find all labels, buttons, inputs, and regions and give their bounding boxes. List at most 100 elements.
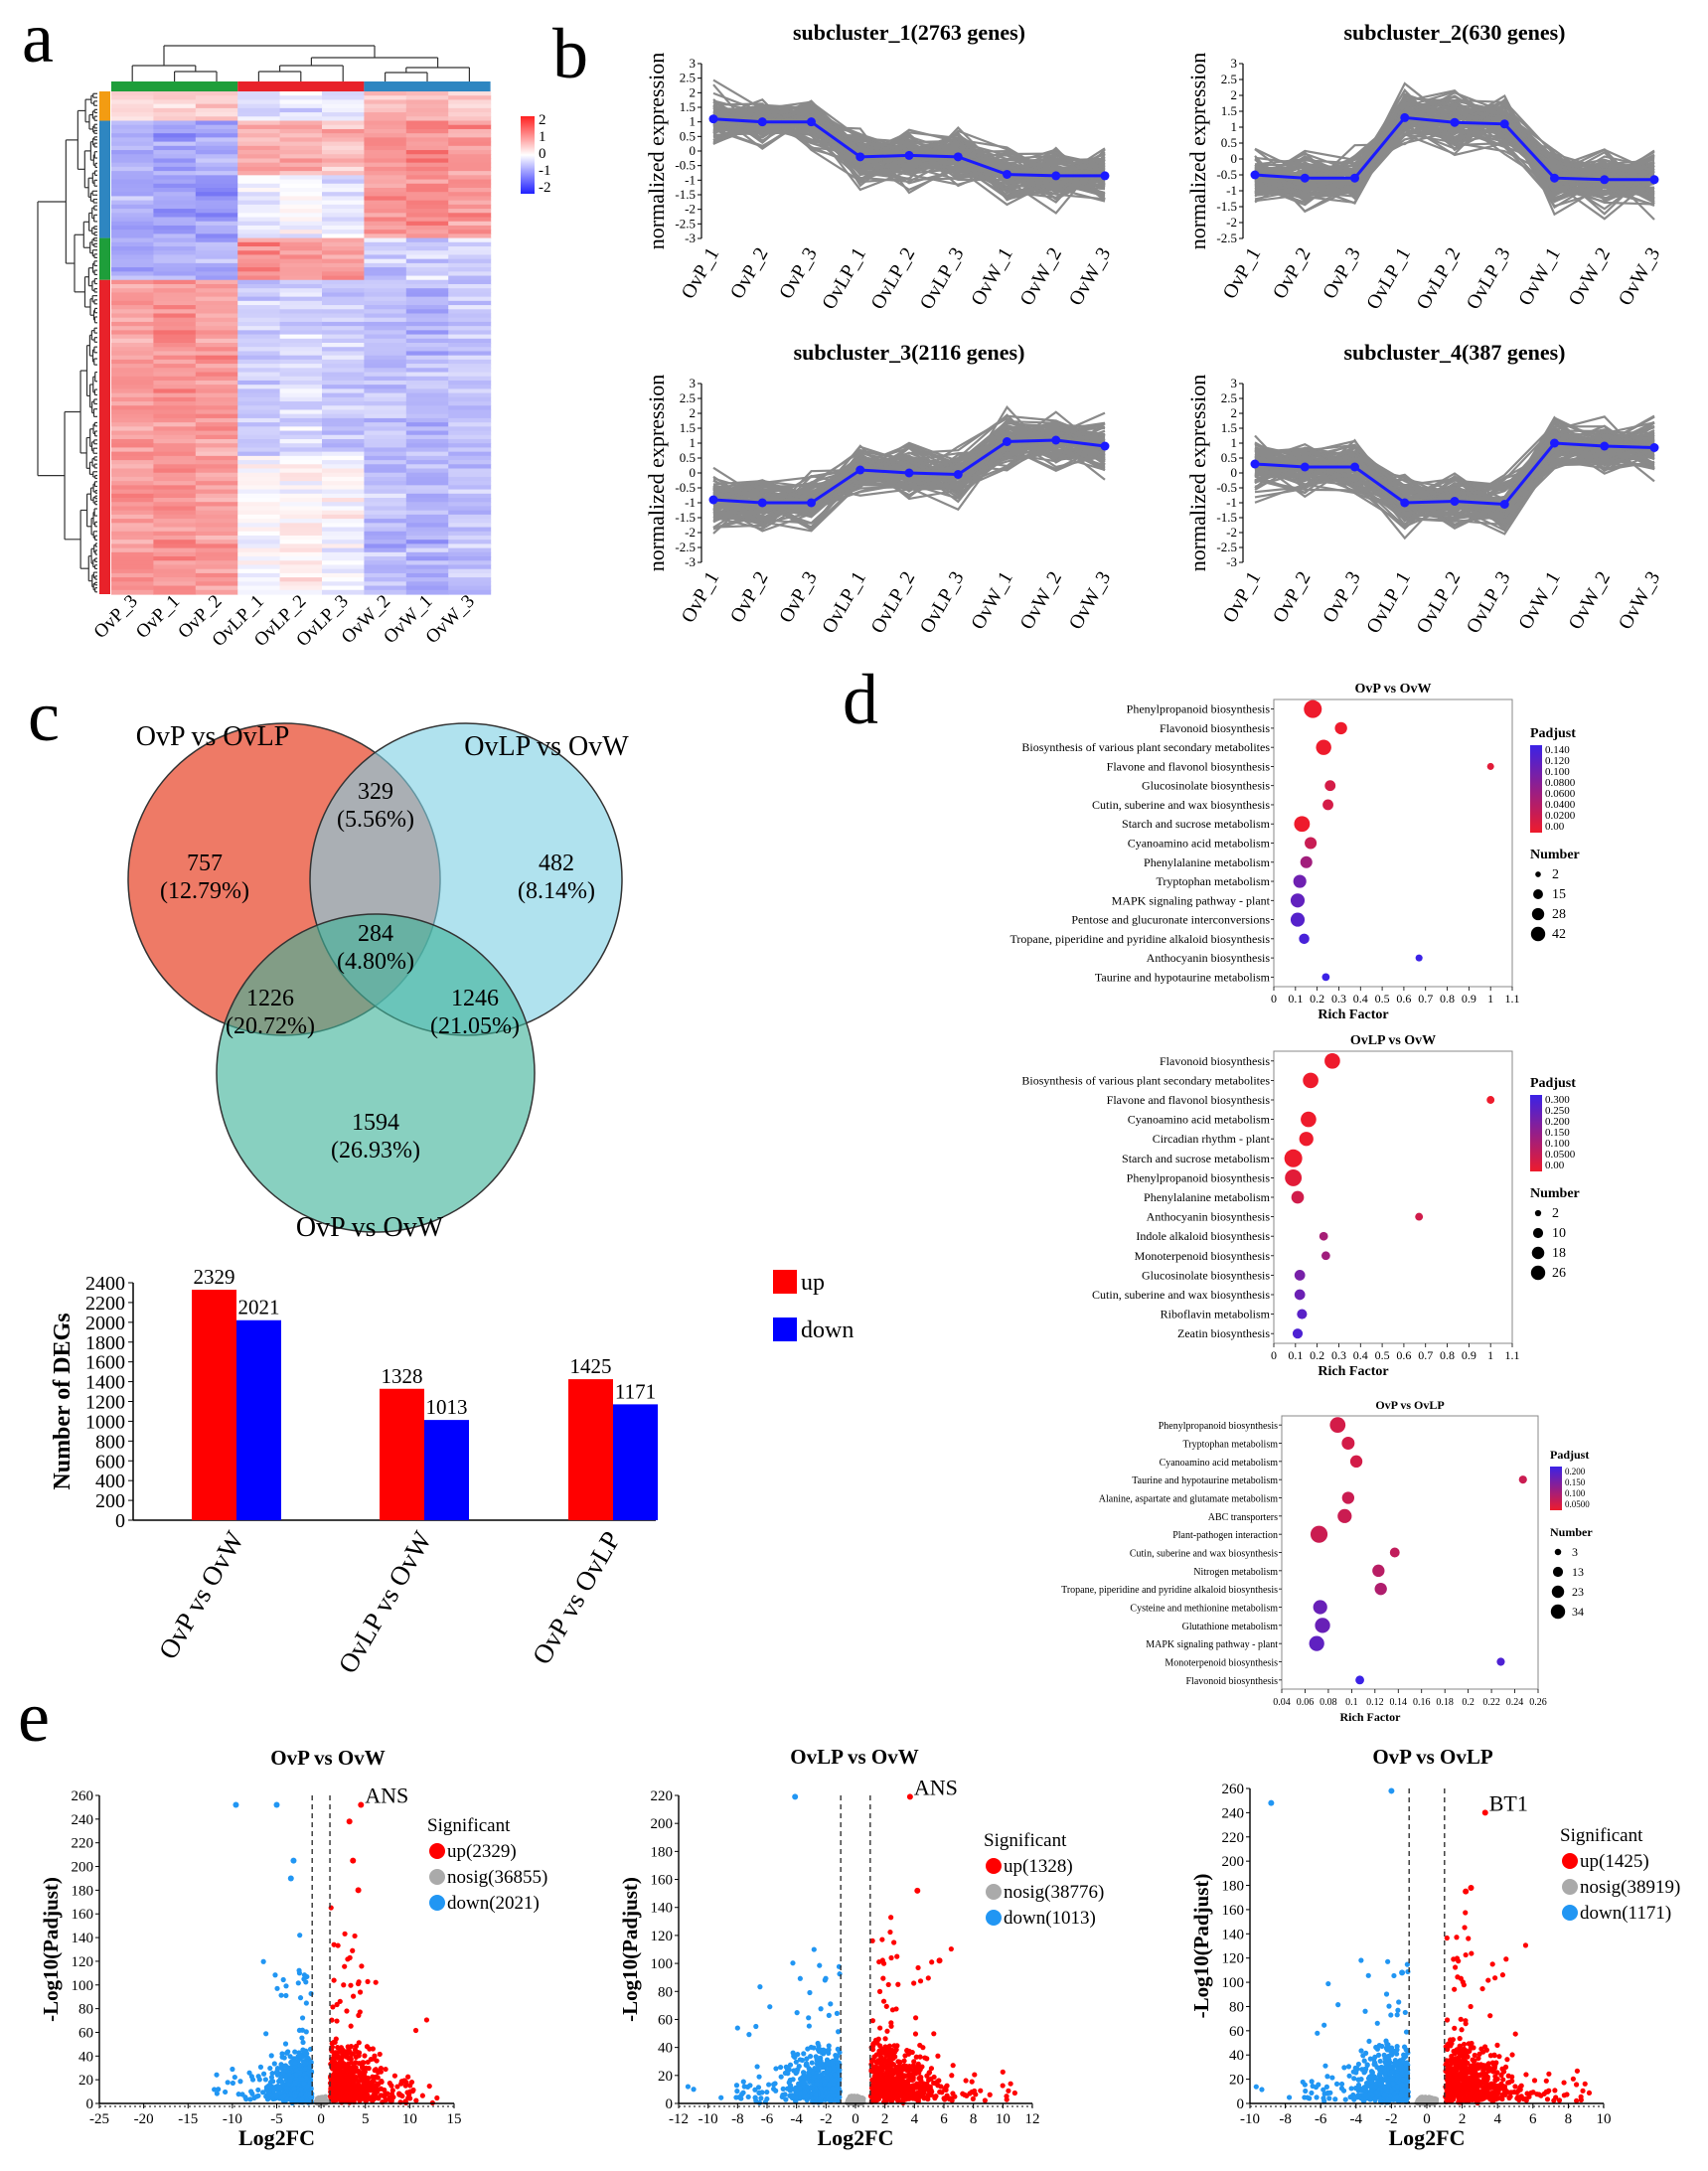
heatmap-cell — [364, 120, 407, 126]
heatmap-cell — [111, 485, 154, 491]
heatmap-cell — [237, 237, 281, 243]
heatmap-cell — [448, 543, 492, 549]
volcano-y-tick-label: 260 — [72, 1788, 94, 1804]
heatmap-cell — [322, 564, 365, 570]
heatmap-cell — [364, 572, 407, 578]
heatmap-cell — [322, 292, 365, 298]
heatmap-cell — [322, 556, 365, 561]
heatmap-cell — [322, 413, 365, 419]
heatmap-cell — [111, 451, 154, 457]
heatmap-cell — [322, 585, 365, 591]
heatmap-cell — [153, 577, 197, 582]
heatmap-cell — [111, 296, 154, 302]
heatmap-cell — [448, 217, 492, 223]
heatmap-cell — [364, 271, 407, 277]
venn-count-c_only: 1594 — [352, 1110, 399, 1136]
heatmap-cell — [195, 417, 238, 423]
heatmap-cell — [448, 401, 492, 406]
heatmap-cell — [237, 204, 281, 210]
heatmap-cell — [448, 540, 492, 544]
heatmap-cell — [153, 447, 197, 453]
trend-x-label: OvP_3 — [1319, 244, 1365, 303]
heatmap-cell — [153, 343, 197, 348]
heatmap-cell — [279, 171, 323, 176]
trend-mean-point — [1600, 441, 1610, 451]
heatmap-cell — [195, 385, 238, 389]
kegg-x-tick-label: 0.8 — [1440, 992, 1455, 1006]
heatmap-cell — [279, 300, 323, 306]
heatmap-cell — [237, 422, 281, 427]
heatmap-cell — [405, 258, 449, 264]
heatmap-cell — [111, 166, 154, 172]
trend-mean-point — [708, 495, 718, 505]
kegg-bubble — [1297, 1309, 1308, 1319]
trend-x-label: OvW_2 — [1564, 244, 1615, 310]
heatmap-cell — [153, 141, 197, 147]
heatmap-cell — [448, 292, 492, 298]
heatmap-cell — [322, 380, 365, 386]
heatmap-cell — [364, 519, 407, 524]
heatmap-cell — [195, 506, 238, 512]
kegg-number-legend-label: 34 — [1572, 1605, 1584, 1619]
trend-y-tick-label: -1 — [685, 495, 696, 510]
heatmap-cell — [405, 175, 449, 181]
heatmap-cell — [322, 250, 365, 256]
heatmap-cell — [195, 364, 238, 369]
trend-mean-point — [1499, 119, 1509, 129]
bar-category-label: OvLP vs OvW — [332, 1526, 437, 1679]
trend-gene-line — [712, 429, 1106, 495]
trend-mean-point — [1450, 117, 1460, 127]
heatmap-cell — [405, 213, 449, 219]
volcano-point-down — [279, 2051, 285, 2057]
kegg-number-legend-label: 2 — [1552, 1206, 1559, 1221]
trend-plot-4: subcluster_4(387 genes)normalized expres… — [1185, 340, 1664, 637]
trend-mean-point — [1649, 175, 1659, 185]
heatmap-cell — [279, 241, 323, 247]
heatmap-cell — [448, 141, 492, 147]
kegg-bubble — [1291, 1190, 1305, 1204]
heatmap-cell — [322, 196, 365, 202]
heatmap-cell — [237, 95, 281, 101]
heatmap-cell — [364, 225, 407, 231]
trend-x-label: OvLP_1 — [818, 568, 870, 638]
heatmap-cell — [195, 543, 238, 549]
heatmap-cell — [322, 396, 365, 402]
volcano-points — [212, 1801, 440, 2106]
heatmap-cell — [153, 246, 197, 251]
heatmap-cell — [448, 472, 492, 478]
bar-y-tick-label: 1200 — [85, 1392, 125, 1414]
heatmap-cell — [322, 434, 365, 440]
volcano-y-axis-label: -Log10(Padjust) — [39, 1877, 63, 2022]
volcano-point-up — [360, 2060, 366, 2066]
heatmap-cell — [153, 426, 197, 432]
trend-gene-line — [712, 107, 1106, 192]
bar-y-tick-label: 400 — [95, 1471, 125, 1492]
trend-plot-2: subcluster_2(630 genes)normalized expres… — [1185, 20, 1664, 313]
heatmap-cell — [448, 396, 492, 402]
heatmap-cell — [153, 443, 197, 449]
heatmap-cell — [279, 396, 323, 402]
heatmap-cell — [405, 103, 449, 109]
trend-y-tick-label: 3 — [1231, 56, 1238, 71]
volcano-point-up — [348, 1982, 354, 1988]
heatmap-cell — [237, 313, 281, 319]
heatmap-cell — [448, 430, 492, 436]
heatmap-cell — [111, 556, 154, 561]
kegg-number-legend-dot — [1550, 1604, 1566, 1620]
heatmap-cell — [405, 447, 449, 453]
volcano-point-up — [348, 2023, 354, 2029]
heatmap-cell — [405, 585, 449, 591]
heatmap-cell — [364, 438, 407, 444]
heatmap-cell — [111, 438, 154, 444]
heatmap-cell — [279, 368, 323, 374]
heatmap-cell — [279, 401, 323, 406]
kegg-bubble — [1337, 1508, 1352, 1523]
venn-pct-b_only: (8.14%) — [518, 878, 595, 904]
trend-x-label: OvW_3 — [1065, 244, 1116, 310]
heatmap-cell — [153, 422, 197, 427]
trend-x-label: OvP_1 — [1218, 568, 1265, 627]
heatmap-cell — [111, 380, 154, 386]
heatmap-cell — [111, 221, 154, 227]
heatmap-cell — [153, 275, 197, 281]
heatmap-cell — [111, 493, 154, 499]
